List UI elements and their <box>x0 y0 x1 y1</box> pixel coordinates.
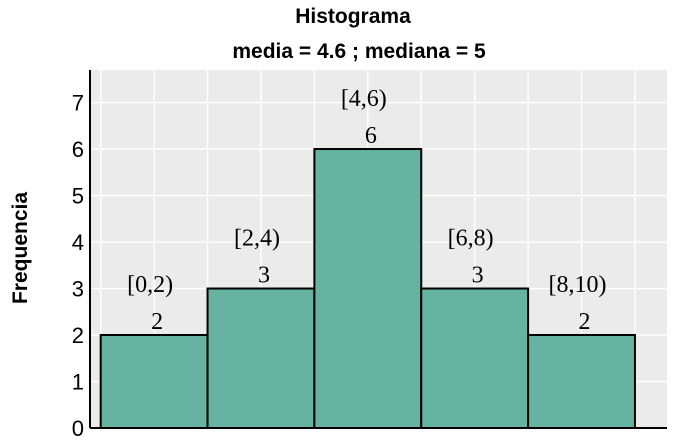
histogram-bars <box>99 148 636 430</box>
histogram-bar <box>527 334 636 430</box>
histogram-bar <box>313 148 423 429</box>
y-tick-label: 1 <box>72 370 84 395</box>
y-tick-label: 4 <box>72 230 84 255</box>
bar-value-label: 3 <box>258 263 270 289</box>
bar-value-label: 6 <box>365 123 377 149</box>
histogram-bar <box>420 287 530 429</box>
chart-subtitle: media = 4.6 ; mediana = 5 <box>232 40 486 63</box>
bar-value-label: 2 <box>151 309 163 335</box>
histogram-bar <box>206 287 316 429</box>
bin-range-label: [6,8) <box>448 226 494 252</box>
y-tick-label: 7 <box>72 91 84 116</box>
chart-title: Histograma <box>295 5 411 28</box>
y-tick-label: 0 <box>72 416 84 441</box>
y-tick-label: 3 <box>72 277 84 302</box>
y-axis-label: Frequencia <box>9 192 32 304</box>
y-tick-label: 6 <box>72 137 84 162</box>
histogram-bar <box>99 334 209 430</box>
y-tick-label: 2 <box>72 323 84 348</box>
bar-labels: [0,2) 2 [2,4) 3 [4,6) 6 [6,8) 3 [8,10) 2 <box>127 86 606 335</box>
bin-range-label: [2,4) <box>234 226 280 252</box>
bin-range-label: [0,2) <box>127 272 173 298</box>
bar-value-label: 3 <box>472 263 484 289</box>
y-tick-labels: 0 1 2 3 4 5 6 7 <box>72 91 84 441</box>
bar-value-label: 2 <box>579 309 591 335</box>
y-tick-label: 5 <box>72 184 84 209</box>
bin-range-label: [8,10) <box>549 272 607 298</box>
bin-range-label: [4,6) <box>341 86 387 112</box>
